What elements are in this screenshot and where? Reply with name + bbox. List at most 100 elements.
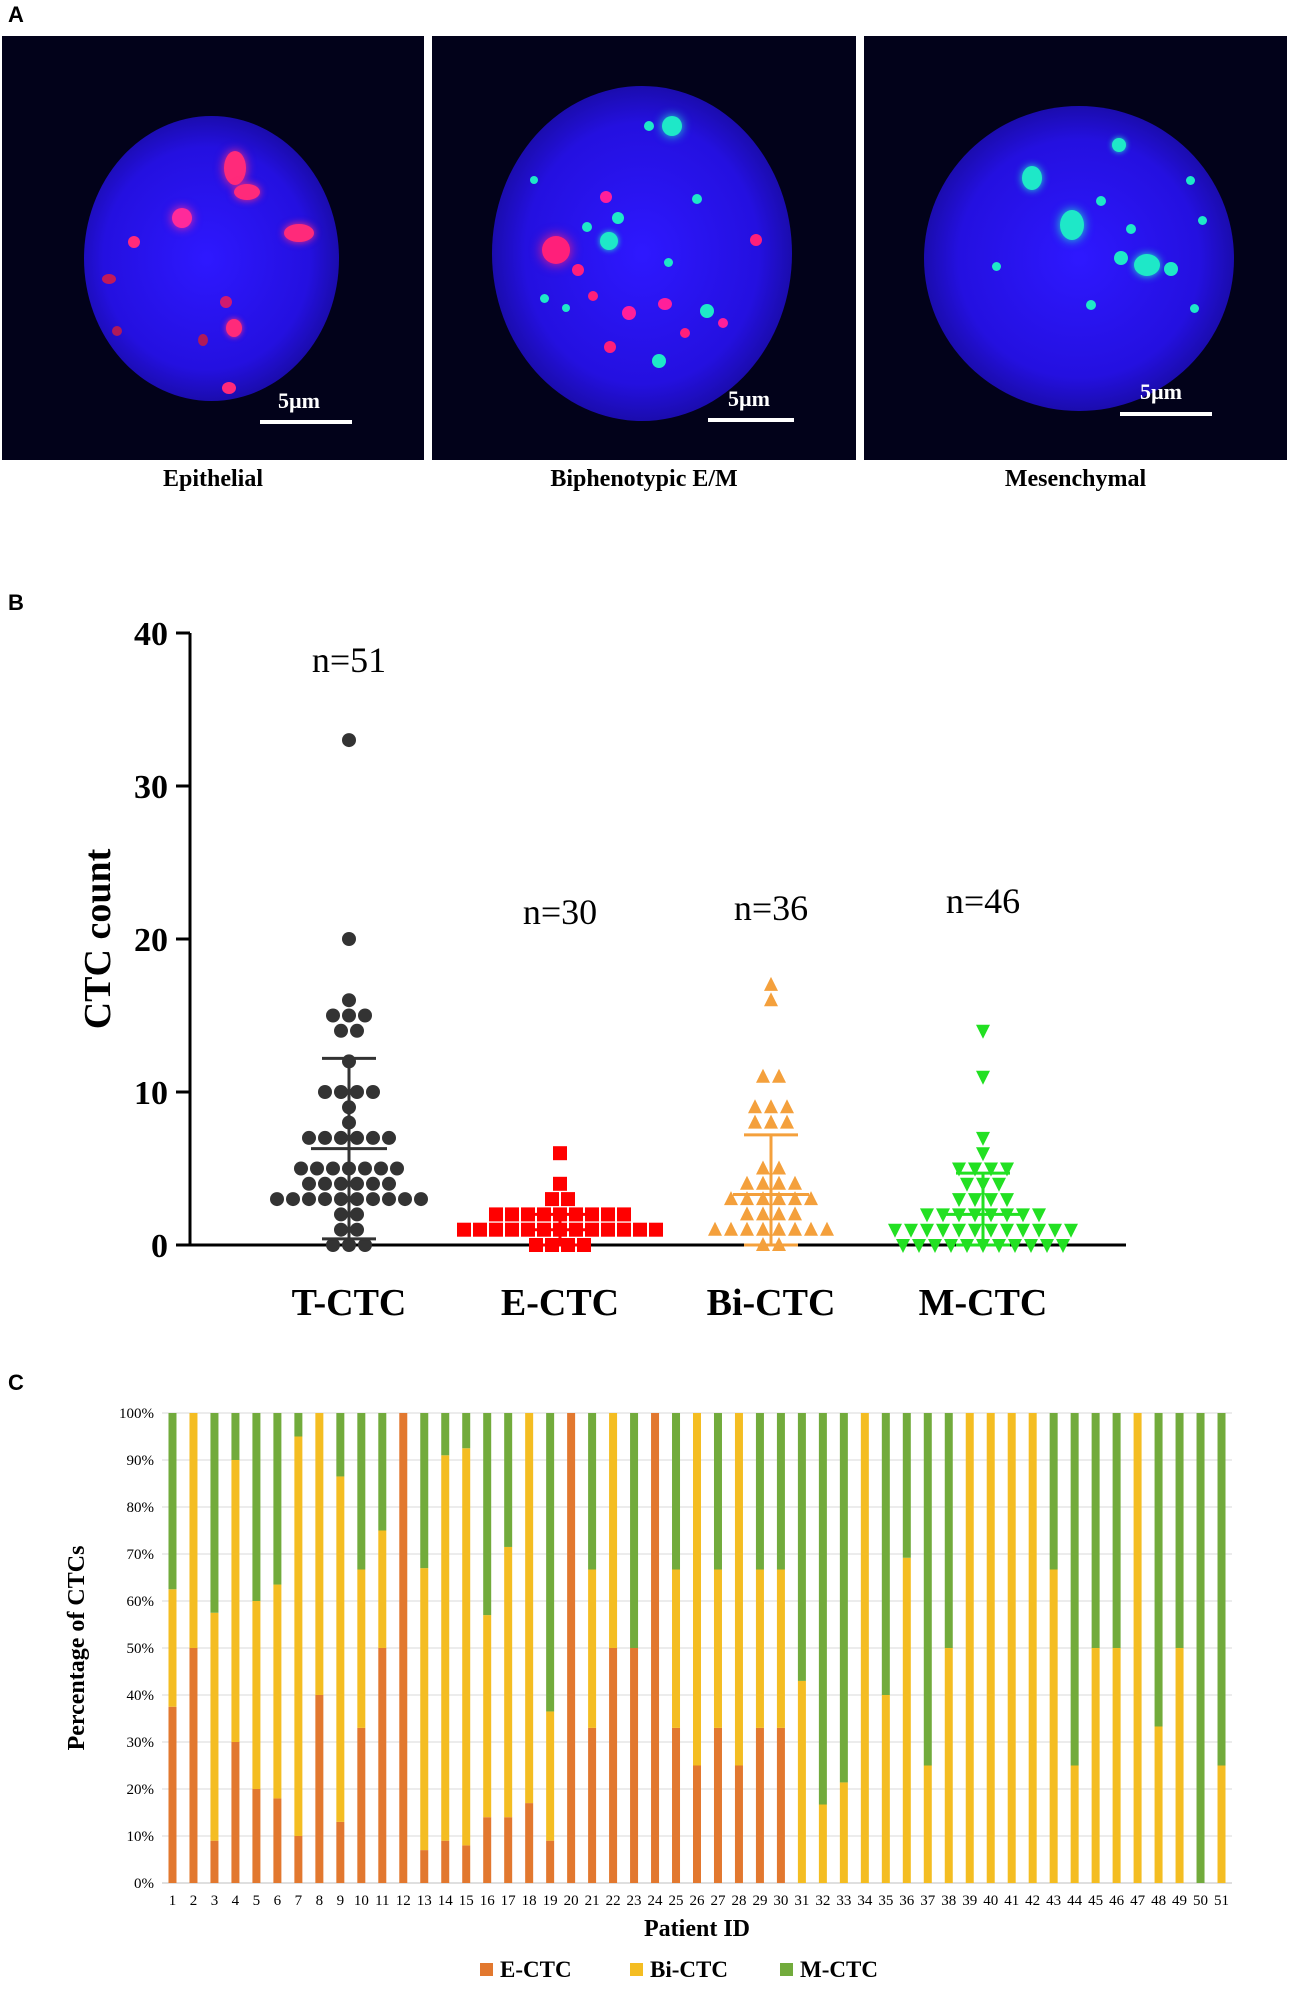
data-point bbox=[302, 1130, 316, 1145]
data-point bbox=[804, 1221, 818, 1236]
data-point bbox=[1032, 1208, 1046, 1223]
data-point bbox=[740, 1221, 754, 1236]
bar-segment-bi-ctc bbox=[1112, 1648, 1121, 1883]
panel-a-label: A bbox=[8, 2, 24, 27]
data-point bbox=[489, 1207, 503, 1222]
y-tick-label: 30% bbox=[127, 1735, 155, 1751]
data-point bbox=[601, 1222, 615, 1237]
x-tick-label: 2 bbox=[190, 1893, 198, 1909]
x-tick-label: 5 bbox=[253, 1893, 261, 1909]
legend-swatch bbox=[480, 1963, 493, 1976]
data-point bbox=[350, 1207, 364, 1222]
bar-segment-bi-ctc bbox=[944, 1648, 953, 1883]
bar-segment-bi-ctc bbox=[231, 1460, 240, 1742]
data-point bbox=[318, 1085, 332, 1099]
data-point bbox=[756, 1221, 770, 1236]
data-point bbox=[780, 1099, 794, 1114]
marker-dot bbox=[540, 294, 549, 303]
marker-dot bbox=[530, 176, 538, 184]
marker-dot bbox=[700, 304, 714, 318]
data-point bbox=[952, 1223, 966, 1238]
y-tick-label: 20 bbox=[134, 922, 168, 959]
bar-segment-bi-ctc bbox=[189, 1413, 198, 1648]
x-category-label: E-CTC bbox=[501, 1282, 619, 1320]
bar-segment-bi-ctc bbox=[252, 1601, 261, 1789]
x-tick-label: 27 bbox=[710, 1893, 726, 1909]
marker-dot bbox=[718, 318, 728, 328]
marker-dot bbox=[652, 354, 666, 368]
bar-segment-e-ctc bbox=[630, 1648, 639, 1883]
y-tick-label: 50% bbox=[127, 1641, 155, 1657]
bar-segment-m-ctc bbox=[839, 1413, 848, 1783]
bar-segment-m-ctc bbox=[462, 1413, 471, 1449]
marker-dot bbox=[102, 274, 116, 284]
legend-swatch bbox=[780, 1963, 793, 1976]
marker-dot bbox=[1126, 224, 1136, 234]
bar-segment-m-ctc bbox=[818, 1413, 827, 1805]
marker-dot bbox=[1022, 166, 1042, 190]
data-point bbox=[756, 1191, 770, 1206]
mesenchymal-image: 5µm bbox=[864, 36, 1287, 460]
bar-segment-e-ctc bbox=[713, 1727, 722, 1883]
data-point bbox=[804, 1191, 818, 1206]
marker-dot bbox=[224, 151, 246, 185]
data-point bbox=[984, 1162, 998, 1177]
bar-segment-bi-ctc bbox=[839, 1782, 848, 1883]
y-tick-label: 0% bbox=[134, 1876, 154, 1892]
bar-segment-bi-ctc bbox=[1007, 1413, 1016, 1883]
data-point bbox=[350, 1222, 364, 1237]
bar-segment-bi-ctc bbox=[609, 1413, 618, 1648]
data-point bbox=[390, 1161, 404, 1176]
data-point bbox=[286, 1192, 300, 1207]
n-count-label: n=51 bbox=[312, 640, 386, 680]
bar-segment-m-ctc bbox=[336, 1413, 345, 1477]
data-point bbox=[1056, 1239, 1070, 1253]
bar-segment-m-ctc bbox=[630, 1413, 639, 1648]
data-point bbox=[936, 1223, 950, 1238]
data-point bbox=[708, 1221, 722, 1236]
data-point bbox=[633, 1222, 647, 1237]
data-point bbox=[820, 1221, 834, 1236]
y-tick-label: 0 bbox=[151, 1228, 168, 1265]
bar-segment-e-ctc bbox=[231, 1742, 240, 1883]
scale-label: 5µm bbox=[1140, 379, 1183, 404]
scale-bar bbox=[1120, 412, 1212, 416]
epithelial-image: 5µm bbox=[2, 36, 424, 460]
data-point bbox=[350, 1085, 364, 1099]
data-point bbox=[505, 1222, 519, 1237]
marker-dot bbox=[198, 334, 208, 346]
marker-dot bbox=[284, 224, 314, 242]
data-point bbox=[1008, 1239, 1022, 1253]
data-point bbox=[561, 1192, 575, 1207]
bar-segment-m-ctc bbox=[357, 1413, 366, 1570]
legend-label: M-CTC bbox=[800, 1957, 878, 1982]
bar-segment-m-ctc bbox=[1091, 1413, 1100, 1648]
bar-segment-e-ctc bbox=[336, 1821, 345, 1883]
data-point bbox=[366, 1176, 380, 1191]
data-point bbox=[1024, 1239, 1038, 1253]
bar-segment-e-ctc bbox=[189, 1648, 198, 1883]
data-point bbox=[920, 1223, 934, 1238]
caption-epithelial: Epithelial bbox=[162, 466, 264, 492]
x-tick-label: 17 bbox=[501, 1893, 517, 1909]
bar-segment-e-ctc bbox=[252, 1789, 261, 1883]
data-point bbox=[350, 1023, 364, 1038]
data-point bbox=[374, 1161, 388, 1176]
x-tick-label: 36 bbox=[899, 1893, 915, 1909]
marker-dot bbox=[664, 258, 673, 267]
data-point bbox=[788, 1221, 802, 1236]
panel-c-label: C bbox=[8, 1370, 24, 1395]
marker-dot bbox=[1198, 216, 1207, 225]
data-point bbox=[740, 1175, 754, 1190]
data-point bbox=[334, 1085, 348, 1099]
data-point bbox=[952, 1162, 966, 1177]
data-point bbox=[310, 1161, 324, 1176]
marker-dot bbox=[542, 236, 570, 264]
data-point bbox=[326, 1008, 340, 1023]
bar-segment-bi-ctc bbox=[734, 1413, 743, 1766]
bar-segment-bi-ctc bbox=[483, 1615, 492, 1818]
x-tick-label: 30 bbox=[773, 1893, 788, 1909]
data-point bbox=[968, 1223, 982, 1238]
x-tick-label: 29 bbox=[752, 1893, 767, 1909]
x-tick-label: 26 bbox=[690, 1893, 706, 1909]
